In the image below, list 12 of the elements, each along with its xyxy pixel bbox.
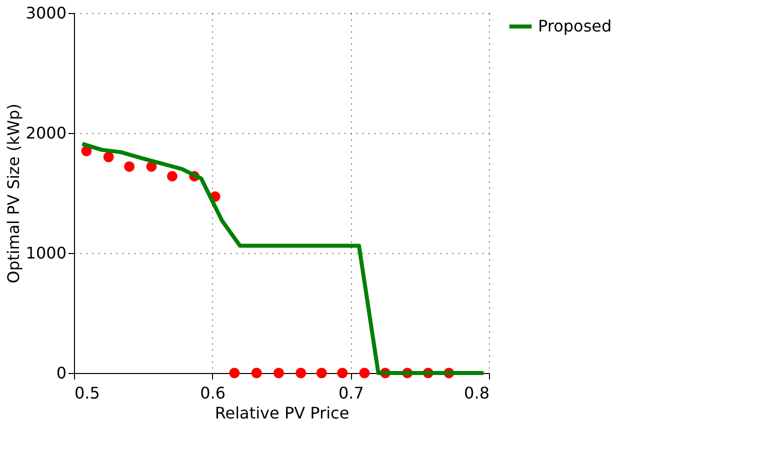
y-axis-title: Optimal PV Size (kWp) <box>4 104 23 284</box>
y-tick-label: 0 <box>56 364 66 382</box>
x-tick-label: 0.8 <box>464 384 490 402</box>
legend-label: Proposed <box>538 16 612 36</box>
x-axis-title: Relative PV Price <box>214 404 350 422</box>
line-series <box>80 142 486 375</box>
y-tick-label: 1000 <box>26 244 66 262</box>
x-tick-label: 0.5 <box>74 384 100 402</box>
x-tick-label: 0.7 <box>338 384 364 402</box>
y-tick-label: 2000 <box>26 124 66 142</box>
y-tick-label: 3000 <box>26 4 66 22</box>
x-tick-label: 0.6 <box>200 384 226 402</box>
